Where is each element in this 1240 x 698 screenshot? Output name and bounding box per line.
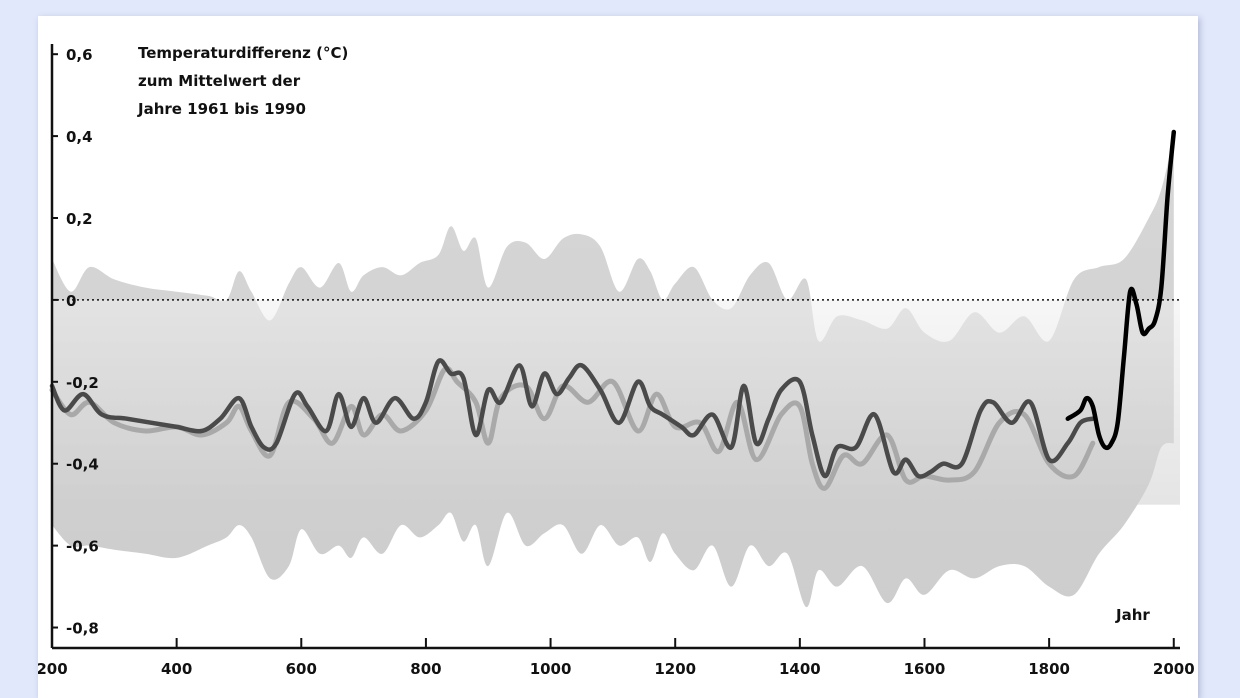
x-tick-label: 2000 bbox=[1153, 660, 1195, 678]
y-tick-label: -0,2 bbox=[66, 374, 99, 392]
y-tick-label: 0,4 bbox=[66, 128, 93, 146]
x-tick-label: 800 bbox=[410, 660, 441, 678]
y-tick-label: 0 bbox=[66, 292, 76, 310]
x-axis-label: Jahr bbox=[1115, 606, 1150, 624]
chart-panel: 0,6 0,4 0,2 0 -0,2 -0,4 -0,6 -0,8 200 400 600 800 10… bbox=[38, 16, 1198, 698]
x-tick-label: 200 bbox=[38, 660, 68, 678]
chart-title-line-1: Temperaturdifferenz (°C) bbox=[138, 44, 348, 62]
y-tick-label: -0,4 bbox=[66, 456, 99, 474]
series-line-instrumental bbox=[1065, 129, 1177, 451]
x-tick-label: 1400 bbox=[779, 660, 821, 678]
x-tick-label: 1600 bbox=[904, 660, 946, 678]
x-tick-label: 600 bbox=[286, 660, 317, 678]
temperature-chart: 0,6 0,4 0,2 0 -0,2 -0,4 -0,6 -0,8 200 400 600 800 10… bbox=[38, 44, 1195, 678]
y-tick-label: -0,8 bbox=[66, 620, 99, 638]
y-tick-label: -0,6 bbox=[66, 538, 99, 556]
y-tick-label: 0,2 bbox=[66, 210, 93, 228]
x-tick-label: 400 bbox=[161, 660, 192, 678]
x-tick-label: 1800 bbox=[1028, 660, 1070, 678]
chart-title-line-2: zum Mittelwert der bbox=[138, 72, 301, 90]
series-line-reconstruction-dark bbox=[49, 358, 1096, 479]
series-line-reconstruction-light bbox=[49, 365, 1096, 491]
x-tick-label: 1000 bbox=[530, 660, 572, 678]
x-tick-label: 1200 bbox=[654, 660, 696, 678]
inner-shading bbox=[52, 299, 1180, 505]
chart-title-line-3: Jahre 1961 bis 1990 bbox=[137, 100, 306, 118]
y-tick-label: 0,6 bbox=[66, 46, 93, 64]
